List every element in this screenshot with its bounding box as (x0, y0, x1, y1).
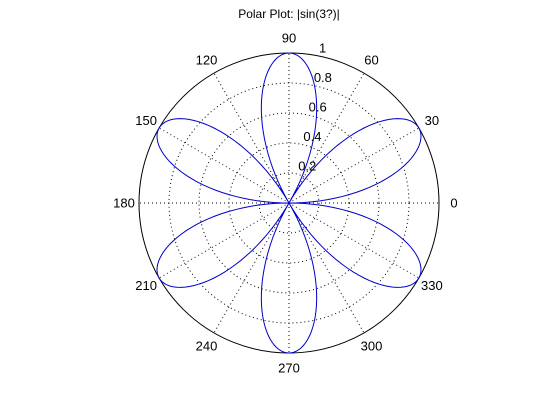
spoke-330 (288, 202, 420, 279)
theta-tick-label: 240 (196, 338, 218, 353)
spoke-60 (288, 72, 365, 204)
theta-tick-label: 120 (196, 53, 218, 68)
ring-0.6 (198, 112, 380, 294)
ring-0.4 (228, 142, 350, 264)
r-tick-label: 1 (319, 40, 326, 55)
theta-tick-label: 270 (278, 361, 300, 376)
series-group (156, 52, 422, 354)
radial-tick-labels: 0.2 0.4 0.6 0.8 1 (298, 40, 332, 173)
r-tick-label: 0.4 (303, 129, 321, 144)
chart-title: Polar Plot: |sin(3?)| (238, 7, 340, 21)
theta-tick-label: 30 (425, 113, 439, 128)
r-tick-label: 0.6 (309, 99, 327, 114)
theta-tick-label: 300 (361, 338, 383, 353)
theta-tick-label: 210 (135, 278, 157, 293)
theta-tick-label: 150 (135, 113, 157, 128)
spoke-240 (213, 202, 290, 334)
spoke-30 (288, 127, 420, 204)
spoke-300 (288, 202, 365, 334)
theta-tick-labels: 0 30 60 90 120 150 180 210 240 270 300 330 (113, 31, 457, 376)
spoke-120 (213, 72, 290, 204)
series-line (156, 52, 422, 354)
theta-tick-label: 60 (364, 53, 378, 68)
ring-0.2 (258, 172, 320, 234)
theta-tick-label: 180 (113, 196, 135, 211)
r-tick-label: 0.2 (298, 158, 316, 173)
spoke-210 (158, 202, 290, 279)
ring-0.8 (168, 82, 410, 324)
r-tick-label: 0.8 (314, 70, 332, 85)
theta-tick-label: 0 (450, 196, 457, 211)
theta-tick-label: 330 (421, 278, 443, 293)
polar-grid (139, 53, 439, 353)
theta-tick-label: 90 (282, 31, 296, 46)
spoke-150 (158, 127, 290, 204)
